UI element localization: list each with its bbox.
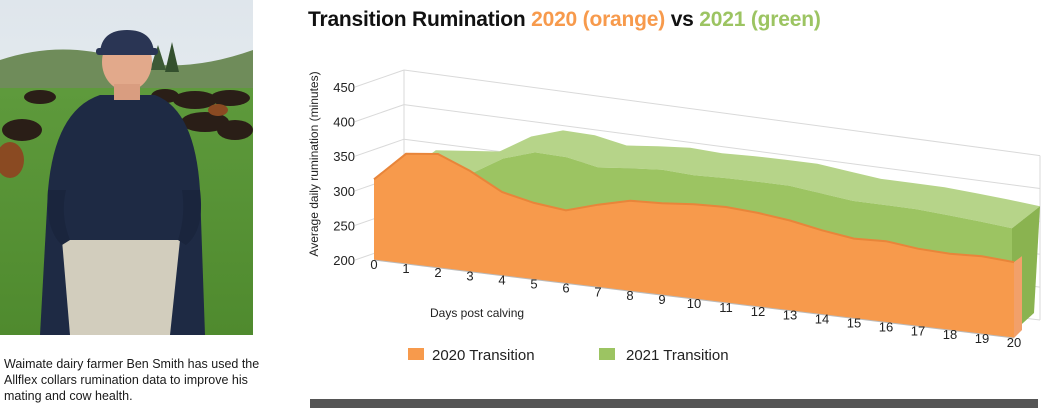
legend-label-2020: 2020 Transition xyxy=(432,347,535,364)
y-tick-label: 450 xyxy=(333,80,355,95)
farmer-photo-icon xyxy=(0,0,253,335)
legend-label-2021: 2021 Transition xyxy=(626,347,729,364)
chart-title: Transition Rumination 2020 (orange) vs 2… xyxy=(308,8,821,32)
x-tick-label: 5 xyxy=(530,277,537,292)
x-tick-label: 18 xyxy=(943,327,957,342)
title-middle: vs xyxy=(665,8,700,31)
x-tick-label: 14 xyxy=(815,312,829,327)
y-tick-label: 250 xyxy=(333,218,355,233)
x-tick-label: 8 xyxy=(626,288,633,303)
title-prefix: Transition Rumination xyxy=(308,8,532,31)
y-tick-label: 300 xyxy=(333,184,355,199)
gridline-left-450 xyxy=(354,69,405,88)
x-tick-label: 3 xyxy=(466,269,473,284)
gridline-400 xyxy=(403,104,1041,190)
x-tick-label: 15 xyxy=(847,316,861,331)
farmer-photo xyxy=(0,0,253,335)
x-tick-label: 10 xyxy=(687,296,701,311)
x-tick-label: 13 xyxy=(783,308,797,323)
title-2021: 2021 (green) xyxy=(699,8,821,31)
series-2020-area xyxy=(374,153,1014,338)
legend-swatch-2020 xyxy=(408,348,424,360)
series-2020-side xyxy=(1014,256,1022,338)
x-tick-label: 4 xyxy=(498,273,505,288)
x-tick-label: 11 xyxy=(719,300,733,315)
x-tick-label: 16 xyxy=(879,319,893,334)
x-tick-label: 17 xyxy=(911,323,925,338)
y-axis-title: Average daily rumination (minutes) xyxy=(307,71,321,256)
x-tick-label: 7 xyxy=(594,284,601,299)
legend-swatch-2021 xyxy=(599,348,615,360)
x-tick-label: 6 xyxy=(562,280,569,295)
gridline-450 xyxy=(403,69,1041,157)
series-2021-top-surface xyxy=(376,130,1040,229)
x-tick-label: 19 xyxy=(975,331,989,346)
photo-caption: Waimate dairy farmer Ben Smith has used … xyxy=(4,357,260,403)
x-axis-line xyxy=(373,259,1015,339)
x-tick-label: 20 xyxy=(1007,335,1021,350)
gridline-left-400 xyxy=(354,104,405,123)
title-2020: 2020 (orange) xyxy=(531,8,666,31)
y-tick-label: 350 xyxy=(333,149,355,164)
y-tick-label: 400 xyxy=(333,115,355,130)
x-axis-title: Days post calving xyxy=(430,306,524,320)
x-tick-label: 9 xyxy=(658,292,665,307)
y-tick-label: 200 xyxy=(333,253,355,268)
x-tick-label: 12 xyxy=(751,304,765,319)
bottom-divider-bar xyxy=(310,399,1038,408)
x-tick-label: 1 xyxy=(402,261,409,276)
series-2020-top-edge xyxy=(373,152,1015,264)
x-tick-label: 2 xyxy=(434,265,441,280)
gridline-left-350 xyxy=(354,138,405,157)
x-tick-label: 0 xyxy=(370,257,377,272)
